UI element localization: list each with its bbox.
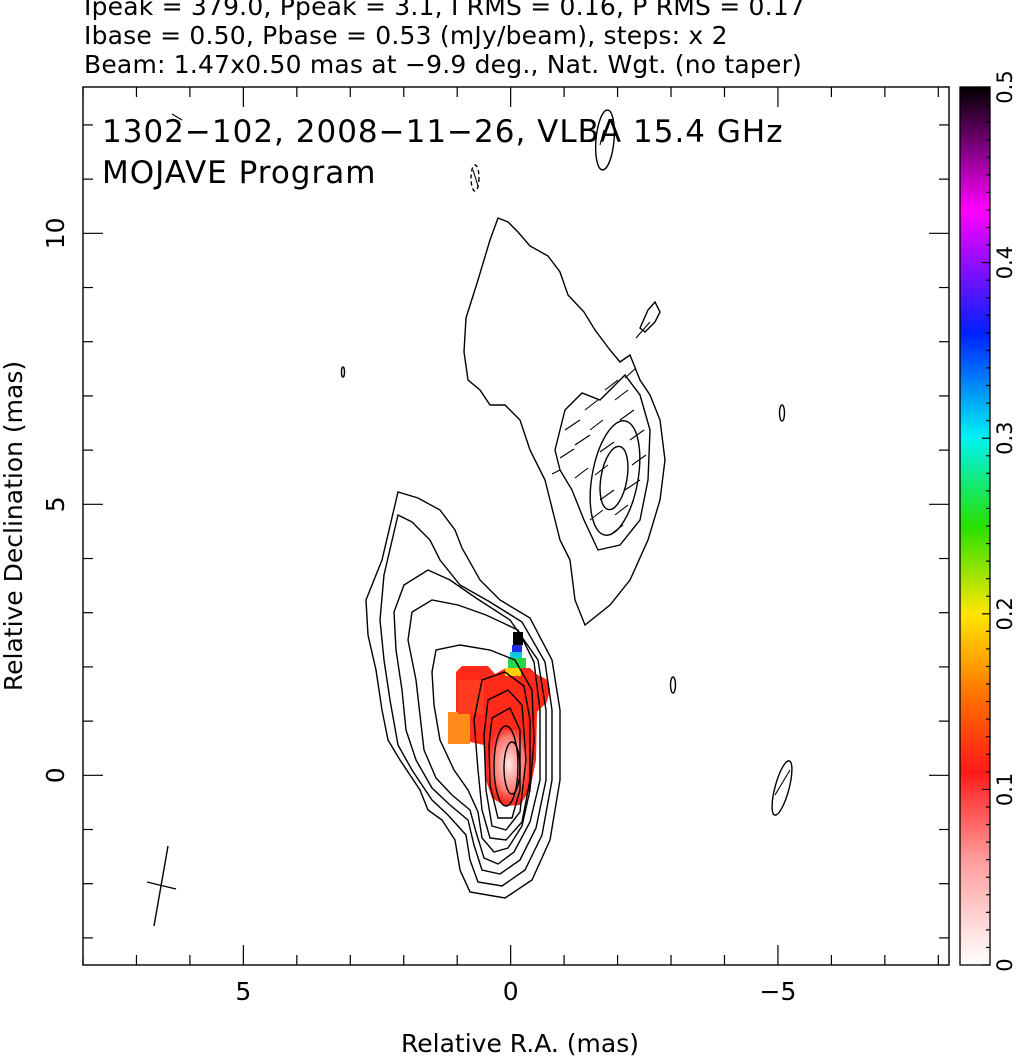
pol-patch-cyan	[510, 652, 522, 658]
x-tick-label: −5	[760, 977, 797, 1006]
frame-ticks	[82, 87, 949, 965]
contour-6	[473, 671, 531, 841]
colorbar-tick-label: 0.3	[993, 421, 1017, 454]
contour-northern-2	[554, 373, 651, 551]
colorbar-tick-label: 0.2	[993, 597, 1017, 630]
plot-header: Ipeak = 379.0, Ppeak = 3.1, I RMS = 0.16…	[84, 0, 1014, 79]
colorbar-tick-label: 0.1	[993, 773, 1017, 806]
contour-4	[407, 599, 541, 865]
header-line-peaks: Ipeak = 379.0, Ppeak = 3.1, I RMS = 0.16…	[84, 0, 806, 21]
contour-blob-right-mid	[669, 676, 677, 694]
contour-outer-northern-component	[463, 217, 666, 627]
contour-7	[483, 689, 527, 831]
contour-blob-lower-right	[771, 760, 793, 816]
contour-outer-southern-jet	[365, 491, 561, 899]
y-tick-label: 5	[41, 496, 70, 512]
contour-2	[379, 513, 553, 887]
y-tick-label: 0	[41, 767, 70, 783]
x-tick-labels: 5 0 −5	[235, 977, 796, 1006]
contour-9	[493, 725, 519, 807]
intensity-contours	[146, 109, 793, 927]
evpa-ticks	[171, 113, 791, 796]
x-tick-label: 5	[235, 977, 251, 1006]
pol-patch-yellow	[505, 668, 521, 676]
x-tick-label: 0	[503, 977, 519, 1006]
colorbar-ticks	[982, 86, 990, 966]
chart-subtitle: MOJAVE Program	[102, 155, 376, 191]
contour-5	[431, 644, 535, 853]
contour-blob-left	[340, 366, 346, 378]
pol-patch-blue	[512, 645, 522, 652]
pol-patch-pink	[488, 730, 530, 806]
pol-patch-red-left	[458, 680, 484, 714]
y-axis-label: Relative Declination (mas)	[0, 361, 28, 691]
pol-patch-orange	[448, 712, 470, 744]
contour-8	[488, 707, 521, 819]
y-tick-label: 10	[41, 217, 70, 249]
plot-frame	[82, 86, 950, 966]
contour-blob-top	[594, 109, 616, 171]
contour-northern-3	[589, 420, 641, 536]
contour-blob-small-top	[470, 164, 480, 192]
x-axis-label: Relative R.A. (mas)	[401, 1029, 639, 1058]
beam-minor-axis	[146, 881, 177, 890]
header-line-base: Ibase = 0.50, Pbase = 0.53 (mJy/beam), s…	[84, 21, 728, 50]
contour-10	[503, 741, 521, 795]
contour-blob-mid-right	[639, 300, 661, 333]
contour-northern-4	[599, 445, 629, 511]
colorbar-tick-label: 0	[993, 958, 1017, 971]
colorbar-tick-label: 0.5	[993, 70, 1017, 103]
pol-patch-black	[513, 632, 523, 645]
colorbar-tick-label: 0.4	[993, 246, 1017, 279]
header-line-beam: Beam: 1.47x0.50 mas at −9.9 deg., Nat. W…	[84, 50, 803, 79]
y-tick-labels: 0 5 10	[41, 217, 70, 783]
contour-3	[393, 569, 547, 875]
contour-blob-far-right	[778, 404, 786, 422]
colorbar	[959, 86, 991, 966]
polarization-color-map	[448, 632, 550, 806]
colorbar-tick-labels: 0 0.1 0.2 0.3 0.4 0.5	[993, 70, 1017, 971]
chart-title: 1302−102, 2008−11−26, VLBA 15.4 GHz	[102, 114, 783, 150]
